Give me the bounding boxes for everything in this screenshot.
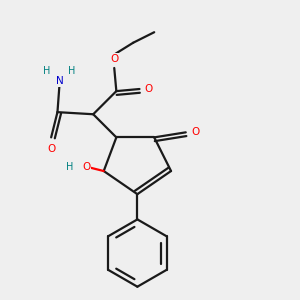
Text: H: H [68, 66, 76, 76]
Text: O: O [110, 54, 118, 64]
Text: O: O [145, 84, 153, 94]
Text: O: O [82, 162, 90, 172]
Text: H: H [66, 162, 74, 172]
Text: N: N [56, 76, 63, 86]
Text: H: H [43, 66, 51, 76]
Text: O: O [191, 127, 199, 137]
Text: O: O [47, 144, 55, 154]
